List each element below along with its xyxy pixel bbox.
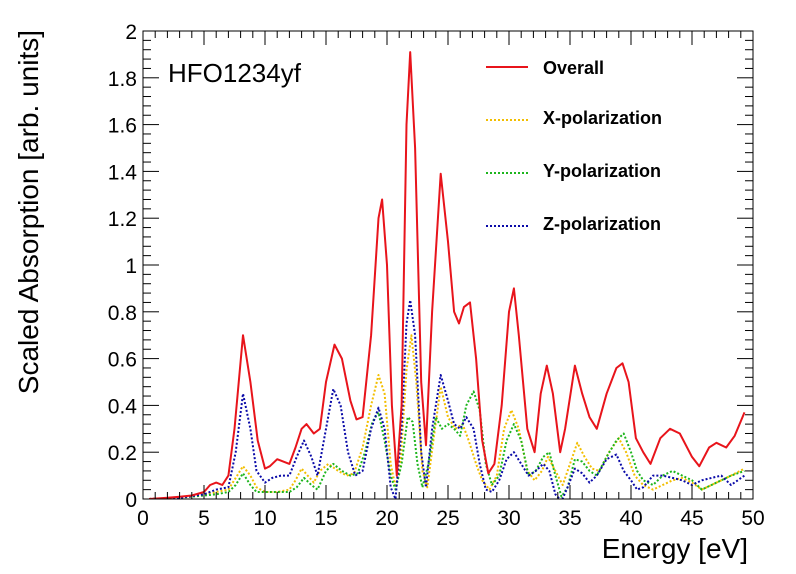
plot-area: 0 5 10 15 20 25 30 35 40 45 50 0 0.2 0.4 0.6 0.8 1 1.2 1.4…: [108, 21, 765, 530]
x-tick-label: 30: [497, 507, 520, 530]
series-line-z-polarization: [149, 299, 746, 499]
y-tick-label: 1.2: [108, 208, 137, 231]
plot-background: [143, 31, 753, 499]
x-tick-label: 40: [619, 507, 642, 530]
x-tick-label: 25: [436, 507, 459, 530]
x-tick-label: 0: [137, 507, 149, 530]
x-tick-label: 15: [314, 507, 337, 530]
x-tick-label: 50: [741, 507, 764, 530]
x-tick-label: 45: [680, 507, 703, 530]
x-tick-label: 10: [253, 507, 276, 530]
y-tick-label: 0.6: [108, 349, 137, 372]
series-line-y-polarization: [149, 390, 745, 499]
y-tick-label: 1: [125, 255, 137, 278]
legend-label-y-polarization: Y-polarization: [543, 161, 661, 181]
y-tick-label: 0.2: [108, 442, 137, 465]
ticks-layer: 0 5 10 15 20 25 30 35 40 45 50 0 0.2 0.4 0.6 0.8 1 1.2 1.4…: [108, 21, 765, 530]
x-tick-label: 5: [198, 507, 210, 530]
y-tick-label: 1.4: [108, 161, 138, 184]
series-line-overall: [149, 51, 746, 499]
legend-label-z-polarization: Z-polarization: [543, 214, 661, 234]
y-tick-label: 0: [125, 489, 137, 512]
legend: Overall X-polarization Y-polarization Z-…: [486, 58, 662, 234]
legend-label-overall: Overall: [543, 58, 604, 78]
y-tick-label: 1.8: [108, 68, 137, 91]
y-tick-label: 0.4: [108, 395, 138, 418]
series-layer: [149, 51, 746, 499]
legend-label-x-polarization: X-polarization: [543, 108, 662, 128]
series-line-x-polarization: [149, 334, 745, 499]
x-axis-title: Energy [eV]: [602, 533, 748, 564]
y-tick-label: 0.8: [108, 302, 137, 325]
y-tick-label: 2: [125, 21, 137, 44]
chart-annotation: HFO1234yf: [168, 58, 302, 88]
y-tick-label: 1.6: [108, 115, 137, 138]
x-tick-label: 20: [375, 507, 398, 530]
y-axis-title: Scaled Absorption [arb. units]: [13, 30, 44, 394]
x-tick-label: 35: [558, 507, 581, 530]
